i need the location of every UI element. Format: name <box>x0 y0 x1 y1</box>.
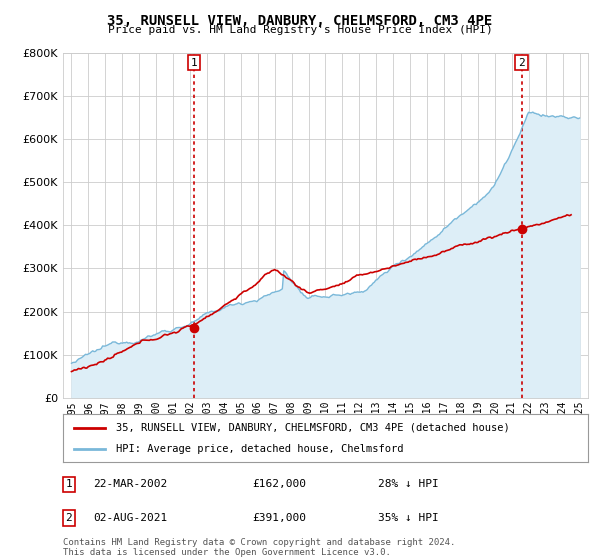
Text: £391,000: £391,000 <box>252 513 306 523</box>
Text: £162,000: £162,000 <box>252 479 306 489</box>
Text: Contains HM Land Registry data © Crown copyright and database right 2024.
This d: Contains HM Land Registry data © Crown c… <box>63 538 455 557</box>
Text: 28% ↓ HPI: 28% ↓ HPI <box>378 479 439 489</box>
Text: 22-MAR-2002: 22-MAR-2002 <box>93 479 167 489</box>
Text: 2: 2 <box>65 513 73 523</box>
Text: 35, RUNSELL VIEW, DANBURY, CHELMSFORD, CM3 4PE (detached house): 35, RUNSELL VIEW, DANBURY, CHELMSFORD, C… <box>115 423 509 433</box>
Text: 35% ↓ HPI: 35% ↓ HPI <box>378 513 439 523</box>
Text: 1: 1 <box>65 479 73 489</box>
Text: 2: 2 <box>518 58 525 68</box>
Text: 35, RUNSELL VIEW, DANBURY, CHELMSFORD, CM3 4PE: 35, RUNSELL VIEW, DANBURY, CHELMSFORD, C… <box>107 14 493 28</box>
Text: Price paid vs. HM Land Registry's House Price Index (HPI): Price paid vs. HM Land Registry's House … <box>107 25 493 35</box>
Text: 1: 1 <box>190 58 197 68</box>
Text: HPI: Average price, detached house, Chelmsford: HPI: Average price, detached house, Chel… <box>115 444 403 454</box>
Text: 02-AUG-2021: 02-AUG-2021 <box>93 513 167 523</box>
